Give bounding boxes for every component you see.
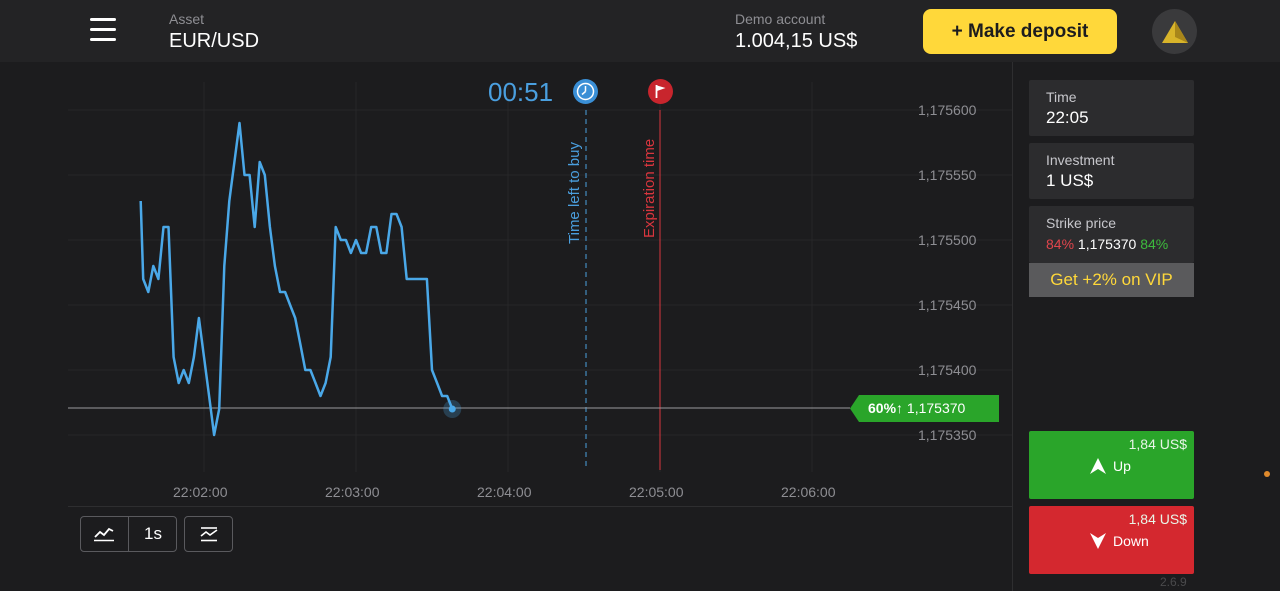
clock-icon — [573, 79, 598, 104]
chart-bottom-divider — [68, 506, 1012, 507]
price-tick: 1,175400 — [918, 362, 977, 378]
down-payout: 1,84 US$ — [1128, 511, 1187, 527]
time-tick: 22:04:00 — [477, 484, 532, 500]
strike-down-percent: 84% — [1046, 236, 1075, 252]
hamburger-menu-icon[interactable] — [90, 18, 116, 44]
time-tick: 22:06:00 — [781, 484, 836, 500]
strike-price-card[interactable]: Strike price 84% 1,175370 84% — [1029, 206, 1194, 263]
line-chart-button[interactable] — [80, 516, 128, 552]
up-button[interactable]: 1,84 US$ Up — [1029, 431, 1194, 499]
strike-price-value: 1,175370 — [1077, 236, 1137, 252]
indicators-button[interactable] — [184, 516, 233, 552]
price-tick: 1,175500 — [918, 232, 977, 248]
investment-card[interactable]: Investment 1 US$ — [1029, 143, 1194, 199]
strike-price-row: 84% 1,175370 84% — [1046, 236, 1168, 252]
investment-label: Investment — [1046, 152, 1115, 168]
price-chart[interactable] — [0, 62, 1012, 506]
top-bar: Asset EUR/USD Demo account 1.004,15 US$ … — [0, 0, 1280, 62]
strike-up-percent: 84% — [1140, 236, 1169, 252]
purchase-timer: 00:51 — [488, 77, 554, 107]
time-card[interactable]: Time 22:05 — [1029, 80, 1194, 136]
asset-selector[interactable]: EUR/USD — [169, 30, 260, 52]
strike-price-label: Strike price — [1046, 215, 1117, 231]
down-label: Down — [1113, 533, 1149, 549]
notification-dot — [1264, 471, 1270, 477]
flag-icon — [648, 79, 673, 104]
account-label: Demo account — [735, 11, 826, 27]
current-price-tag-text: 60%↑ 1,175370 — [868, 400, 965, 416]
triangle-logo-icon — [1161, 20, 1188, 43]
avatar[interactable] — [1152, 9, 1197, 54]
make-deposit-button[interactable]: + Make deposit — [923, 9, 1117, 54]
toolbar-separator — [128, 516, 129, 552]
current-price-tag — [850, 395, 999, 422]
expiration-time-label: Expiration time — [641, 138, 658, 238]
vip-promo-button[interactable]: Get +2% on VIP — [1029, 263, 1194, 297]
payout-percent: 60%↑ — [868, 400, 904, 416]
investment-value: 1 US$ — [1046, 171, 1094, 190]
app-version: 2.6.9 — [1160, 575, 1187, 589]
price-tick: 1,175450 — [918, 297, 977, 313]
down-button[interactable]: 1,84 US$ Down — [1029, 506, 1194, 574]
arrow-up-icon — [1090, 458, 1106, 474]
time-tick: 22:05:00 — [629, 484, 684, 500]
time-label: Time — [1046, 89, 1077, 105]
current-price: 1,175370 — [906, 400, 966, 416]
interval-button[interactable]: 1s — [144, 524, 162, 543]
chart-canvas — [68, 82, 1012, 472]
sidebar-divider — [1012, 62, 1013, 591]
price-series-line — [139, 121, 454, 437]
up-label: Up — [1113, 458, 1131, 474]
price-tick: 1,175350 — [918, 427, 977, 443]
price-endpoint — [448, 405, 456, 413]
up-payout: 1,84 US$ — [1128, 436, 1187, 452]
time-left-to-buy-label: Time left to buy — [566, 142, 583, 244]
asset-label: Asset — [169, 11, 205, 27]
time-tick: 22:03:00 — [325, 484, 380, 500]
arrow-down-icon — [1090, 533, 1106, 549]
account-balance[interactable]: 1.004,15 US$ — [735, 30, 858, 52]
time-tick: 22:02:00 — [173, 484, 228, 500]
time-value: 22:05 — [1046, 108, 1089, 127]
indicators-icon — [200, 527, 217, 542]
price-tick: 1,175600 — [918, 102, 977, 118]
line-chart-icon — [94, 527, 114, 542]
price-tick: 1,175550 — [918, 167, 977, 183]
